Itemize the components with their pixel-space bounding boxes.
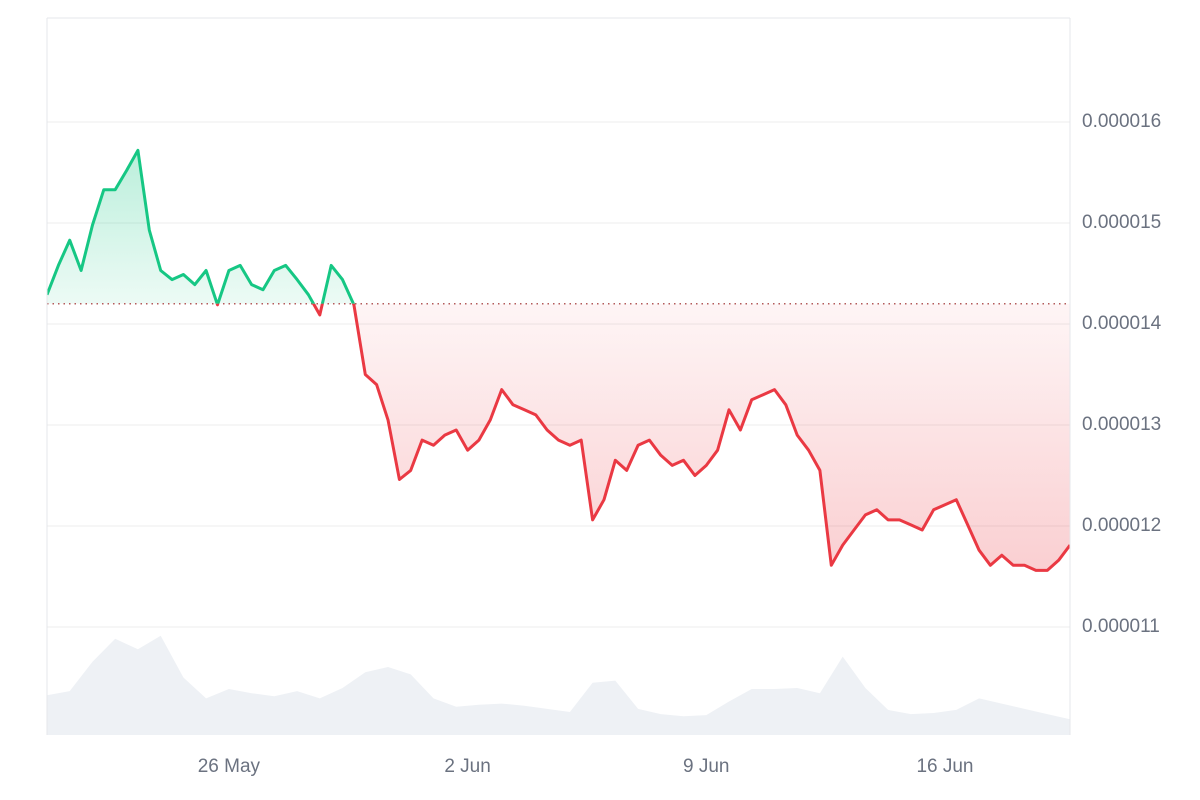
- x-tick-label: 26 May: [198, 756, 261, 777]
- y-tick-label: 0.000012: [1082, 515, 1161, 536]
- y-tick-label: 0.000014: [1082, 313, 1162, 334]
- x-tick-label: 16 Jun: [916, 756, 973, 777]
- y-tick-label: 0.000015: [1082, 212, 1161, 233]
- area-up: [47, 150, 1070, 304]
- price-line-down: [215, 303, 1070, 572]
- area-down: [217, 303, 1070, 571]
- volume-area: [47, 635, 1070, 735]
- y-tick-label: 0.000013: [1082, 414, 1161, 435]
- x-tick-label: 2 Jun: [444, 756, 490, 777]
- y-tick-label: 0.000016: [1082, 111, 1161, 132]
- x-tick-label: 9 Jun: [683, 756, 729, 777]
- y-tick-label: 0.000011: [1082, 616, 1160, 637]
